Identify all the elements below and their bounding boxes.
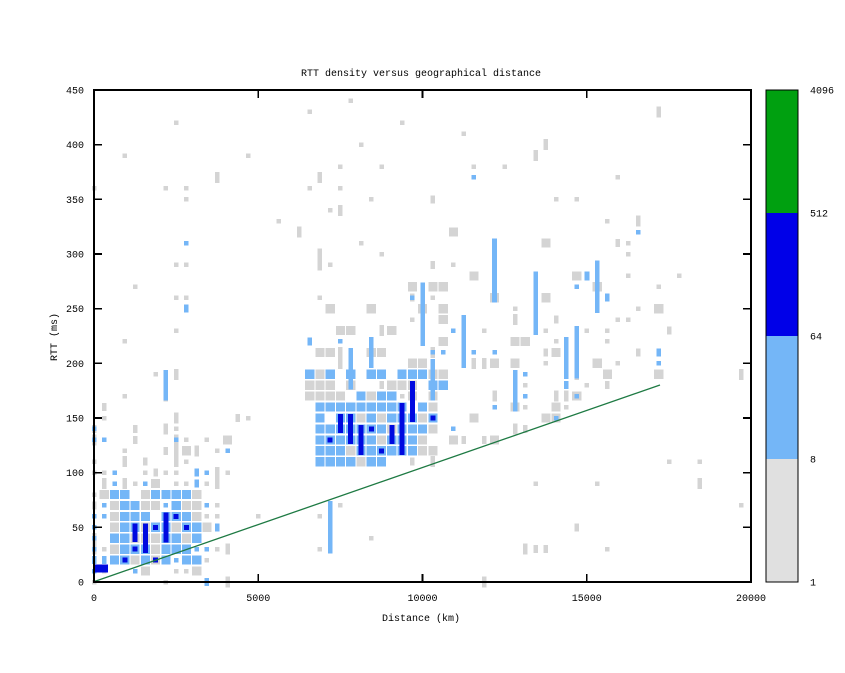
svg-text:4096: 4096	[810, 87, 834, 98]
svg-text:8: 8	[810, 456, 816, 467]
svg-text:Distance (km): Distance (km)	[382, 613, 460, 625]
svg-text:20000: 20000	[736, 594, 766, 605]
svg-text:5000: 5000	[246, 594, 270, 605]
svg-text:300: 300	[66, 251, 84, 262]
svg-text:0: 0	[91, 594, 97, 605]
svg-text:0: 0	[78, 579, 84, 590]
svg-text:50: 50	[72, 524, 84, 535]
svg-text:1: 1	[810, 579, 816, 590]
svg-text:450: 450	[66, 87, 84, 98]
svg-text:512: 512	[810, 210, 828, 221]
svg-text:RTT density versus geographica: RTT density versus geographical distance	[301, 68, 541, 80]
svg-text:250: 250	[66, 305, 84, 316]
svg-text:100: 100	[66, 469, 84, 480]
svg-text:350: 350	[66, 196, 84, 207]
svg-text:10000: 10000	[407, 594, 437, 605]
svg-text:150: 150	[66, 415, 84, 426]
svg-text:RTT (ms): RTT (ms)	[49, 313, 61, 361]
svg-text:400: 400	[66, 141, 84, 152]
svg-text:64: 64	[810, 333, 822, 344]
svg-text:200: 200	[66, 360, 84, 371]
svg-text:15000: 15000	[572, 594, 602, 605]
